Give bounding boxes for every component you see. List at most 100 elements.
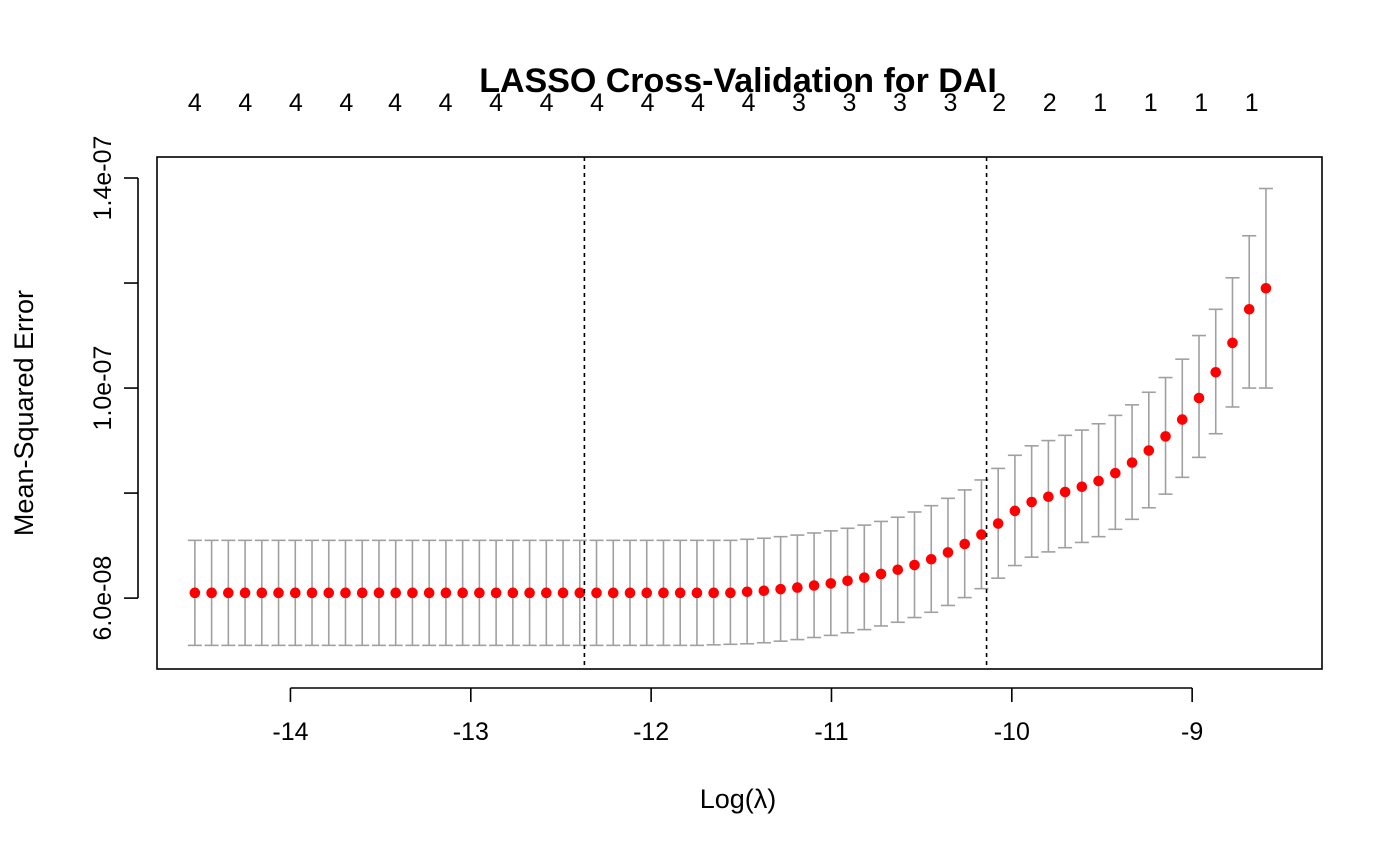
mse-point <box>909 559 920 571</box>
mse-point <box>457 587 468 599</box>
top-axis-label: 4 <box>388 89 402 117</box>
top-axis-label: 4 <box>590 89 604 117</box>
mse-point <box>992 518 1004 529</box>
top-axis-label: 3 <box>893 89 907 117</box>
mse-point <box>356 587 368 599</box>
mse-point <box>641 587 653 599</box>
mse-point <box>1110 467 1121 479</box>
mse-point <box>289 587 301 599</box>
mse-point <box>1043 491 1054 503</box>
mse-point <box>607 587 619 599</box>
mse-point <box>674 587 686 599</box>
y-axis-label: Mean-Squared Error <box>9 290 39 536</box>
top-axis-label: 2 <box>992 89 1006 117</box>
mse-point <box>490 587 502 599</box>
top-axis-label: 4 <box>339 89 353 117</box>
mse-point <box>825 578 837 589</box>
mse-point <box>1143 445 1155 456</box>
mse-point <box>206 587 217 599</box>
mse-point <box>1227 337 1238 349</box>
mse-point <box>524 587 535 599</box>
mse-point <box>741 586 753 598</box>
x-tick-label: -14 <box>272 718 308 746</box>
mse-point <box>1076 481 1088 493</box>
mse-point <box>792 582 803 593</box>
x-tick-label: -11 <box>814 718 848 746</box>
top-axis-label: 2 <box>1043 89 1057 117</box>
mse-point <box>1059 486 1071 498</box>
y-axis: 6.0e-08 1.0e-07 1.4e-07 <box>89 136 139 641</box>
mse-point <box>223 587 234 599</box>
mse-point <box>1026 496 1037 508</box>
x-axis: -14 -13 -12 -11 -10 -9 <box>272 687 1203 746</box>
y-tick-label: 1.4e-07 <box>89 136 117 221</box>
mse-point <box>842 575 853 587</box>
mse-point <box>423 587 435 599</box>
top-axis-label: 4 <box>641 89 655 117</box>
chart-title: LASSO Cross-Validation for DAI <box>479 62 997 100</box>
top-axis-label: 1 <box>1093 89 1107 117</box>
top-axis-label: 4 <box>439 89 453 117</box>
mse-point <box>1243 303 1255 315</box>
mse-point <box>875 568 887 580</box>
mse-point <box>273 587 284 599</box>
mse-point <box>1160 431 1171 442</box>
top-axis-label: 1 <box>1144 89 1158 117</box>
mse-point <box>256 587 268 599</box>
mse-point <box>1093 475 1104 487</box>
mse-point <box>306 587 318 599</box>
mse-point <box>574 587 586 599</box>
mse-point <box>1126 457 1138 468</box>
mse-point <box>390 587 401 599</box>
top-axis-label: 1 <box>1245 89 1259 117</box>
top-axis-label: 3 <box>792 89 806 117</box>
mse-point <box>691 587 703 599</box>
x-tick-label: -13 <box>453 718 489 746</box>
mse-point <box>407 587 418 599</box>
mse-points <box>189 282 1272 599</box>
mse-point <box>959 538 971 550</box>
y-tick-label: 6.0e-08 <box>89 556 117 641</box>
mse-point <box>624 587 636 599</box>
x-tick-label: -10 <box>994 718 1030 746</box>
mse-point <box>658 587 669 599</box>
mse-point <box>1193 392 1205 404</box>
top-axis-nonzero-counts: 4 4 4 4 4 4 4 4 4 4 4 4 3 3 3 3 2 2 1 1 1 1 <box>188 89 1259 117</box>
mse-point <box>858 572 870 583</box>
mse-point <box>474 587 485 599</box>
top-axis-label: 4 <box>188 89 202 117</box>
mse-point <box>892 564 904 576</box>
x-tick-label: -12 <box>633 718 669 746</box>
x-axis-label: Log(λ) <box>700 784 777 814</box>
top-axis-label: 4 <box>289 89 303 117</box>
top-axis-label: 4 <box>691 89 705 117</box>
mse-point <box>557 587 569 599</box>
mse-point <box>440 587 452 599</box>
top-axis-label: 4 <box>489 89 503 117</box>
mse-point <box>1009 505 1021 517</box>
mse-point <box>541 587 552 599</box>
mse-point <box>925 553 937 565</box>
lambda-reference-lines <box>583 157 988 669</box>
mse-point <box>758 585 770 597</box>
mse-point <box>591 587 602 599</box>
top-axis-label: 1 <box>1194 89 1208 117</box>
mse-point <box>239 587 251 599</box>
mse-point <box>775 583 786 595</box>
mse-point <box>1210 367 1222 378</box>
mse-point <box>942 547 954 558</box>
mse-point <box>708 587 719 599</box>
top-axis-label: 3 <box>944 89 958 117</box>
mse-point <box>340 587 351 599</box>
mse-point <box>1260 282 1272 294</box>
top-axis-label: 4 <box>742 89 756 117</box>
top-axis-label: 3 <box>843 89 857 117</box>
mse-point <box>808 580 820 591</box>
mse-point <box>507 587 519 599</box>
mse-point <box>373 587 385 599</box>
top-axis-label: 4 <box>238 89 252 117</box>
plot-frame <box>156 156 1323 670</box>
x-tick-label: -9 <box>1181 718 1203 746</box>
mse-point <box>725 587 736 599</box>
